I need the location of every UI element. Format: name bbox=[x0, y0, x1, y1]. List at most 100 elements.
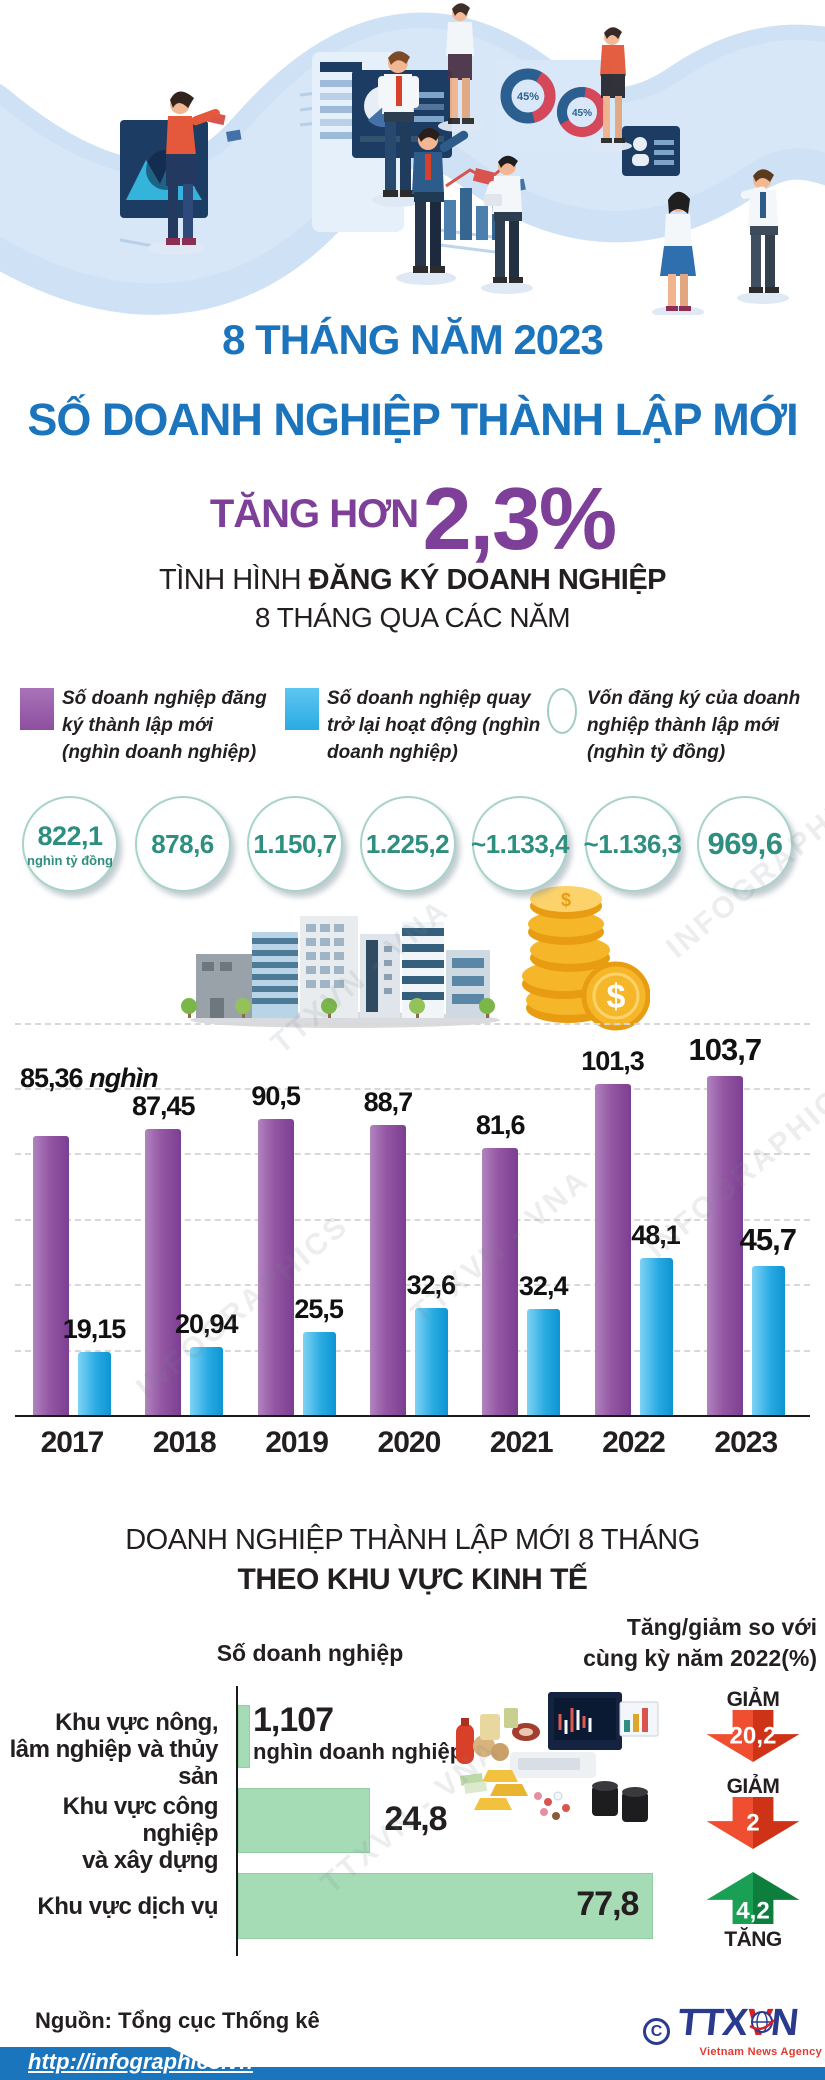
bar-label-new-2023: 103,7 bbox=[688, 1031, 763, 1067]
commodities-illustration bbox=[456, 1692, 659, 1822]
title-line3: TĂNG HƠN 2,3% bbox=[0, 468, 825, 570]
region-label-3: Khu vực dịch vụ bbox=[0, 1893, 228, 1920]
person-woman-top bbox=[438, 3, 482, 132]
change-value: 20,2 bbox=[730, 1722, 777, 1749]
change-column-header: Tăng/giảm so với cùng kỳ năm 2022(%) bbox=[583, 1614, 817, 1672]
ttxvn-logo: TTXVN bbox=[676, 2002, 800, 2045]
legend-swatch-2 bbox=[285, 688, 319, 730]
svg-text:45%: 45% bbox=[572, 108, 592, 119]
region-value-1: 1,107 bbox=[253, 1701, 334, 1739]
bar-new-registered-2017 bbox=[33, 1135, 69, 1415]
person-woman-right-top bbox=[592, 27, 632, 151]
region-value-2: 24,8 bbox=[384, 1799, 447, 1838]
gold-bars-icon bbox=[474, 1770, 528, 1810]
person-man-redtie bbox=[372, 51, 424, 207]
capital-circle-2022: ~1.136,3 bbox=[583, 796, 682, 892]
bar-label-new-2021: 81,6 bbox=[475, 1110, 526, 1141]
bar-new-registered-2023 bbox=[706, 1075, 743, 1415]
bar-label-returned-2019: 25,5 bbox=[294, 1293, 344, 1324]
person-man-tablet bbox=[481, 155, 533, 294]
legend-swatch-1 bbox=[20, 688, 54, 730]
legend-label-1: Số doanh nghiệp đăng ký thành lập mới (n… bbox=[62, 688, 267, 763]
chart-board-icon bbox=[619, 1701, 659, 1737]
svg-text:45%: 45% bbox=[517, 91, 539, 103]
bar-returned-2021 bbox=[527, 1309, 561, 1415]
region-label-2: Khu vực công nghiệp và xây dựng bbox=[0, 1793, 228, 1874]
food-goods-icon bbox=[473, 1708, 540, 1761]
bar-value: 85,36 bbox=[20, 1062, 84, 1093]
bar-label-returned-2020: 32,6 bbox=[406, 1270, 457, 1301]
source-note: Nguồn: Tổng cục Thống kê bbox=[35, 2008, 320, 2033]
arrow-down-icon: 2 bbox=[705, 1797, 801, 1849]
region-label-line: Khu vực công nghiệp bbox=[62, 1793, 219, 1847]
year-label-2018: 2018 bbox=[152, 1426, 217, 1459]
ribbon-highlight bbox=[0, 28, 825, 284]
capital-circle-2023: 969,6 bbox=[697, 796, 793, 892]
bar-new-registered-2021 bbox=[482, 1148, 519, 1415]
capital-circle-2017: 822,1 nghìn tỷ đồng bbox=[22, 796, 118, 892]
coins-icon: $ $ bbox=[522, 886, 650, 1031]
bar-new-registered-2019 bbox=[257, 1119, 294, 1415]
capital-value: 822,1 bbox=[37, 820, 103, 851]
capital-value: 1.150,7 bbox=[253, 828, 337, 859]
legend-label-3: Vốn đăng ký của doanh nghiệp thành lập m… bbox=[587, 688, 801, 763]
person-man-pointing bbox=[396, 127, 469, 285]
region-bar-3 bbox=[238, 1873, 654, 1939]
gridline-120 bbox=[15, 1022, 810, 1025]
gridline-20 bbox=[15, 1349, 810, 1352]
bar-label-returned-2018: 20,94 bbox=[175, 1308, 239, 1339]
capital-circle-2020: 1.225,2 bbox=[359, 796, 456, 892]
title-line2: SỐ DOANH NGHIỆP THÀNH LẬP MỚI bbox=[27, 394, 798, 445]
bar-returned-2019 bbox=[302, 1331, 336, 1415]
capital-value: ~1.136,3 bbox=[583, 828, 682, 859]
region-bar-1 bbox=[238, 1705, 250, 1768]
laptop-icon bbox=[510, 1692, 622, 1778]
region-bar-2 bbox=[238, 1788, 371, 1853]
oil-barrels-icon bbox=[592, 1781, 648, 1822]
section1-subtitle: 8 THÁNG QUA CÁC NĂM bbox=[254, 602, 571, 633]
year-label-2017: 2017 bbox=[40, 1426, 105, 1459]
gridline-80 bbox=[15, 1153, 810, 1156]
panel-id-card bbox=[622, 126, 680, 176]
copyright-icon: C bbox=[643, 2018, 670, 2045]
bar-label-new-2022: 101,3 bbox=[581, 1045, 645, 1076]
region-label-line: Khu vực dịch vụ bbox=[37, 1893, 218, 1920]
person-woman-left bbox=[148, 91, 221, 255]
svg-text:$: $ bbox=[607, 978, 626, 1016]
region-label-1: Khu vực nông, lâm nghiệp và thủy sản bbox=[0, 1709, 228, 1790]
bar-new-registered-2018 bbox=[145, 1129, 182, 1415]
gas-cylinder-icon bbox=[456, 1718, 474, 1764]
bar-label-returned-2017: 19,15 bbox=[62, 1314, 127, 1345]
ttxvn-logo-part1: TTX bbox=[675, 2002, 750, 2044]
bar-new-registered-2022 bbox=[594, 1083, 631, 1415]
capital-value: ~1.133,4 bbox=[471, 828, 569, 859]
region-value-3: 77,8 bbox=[576, 1885, 639, 1923]
section1-title-bold: ĐĂNG KÝ DOANH NGHIỆP bbox=[308, 564, 667, 596]
year-label-2021: 2021 bbox=[489, 1426, 554, 1459]
legend-label-2: Số doanh nghiệp quay trở lại hoạt động (… bbox=[327, 688, 541, 763]
bar-label-new-2018: 87,45 bbox=[132, 1091, 196, 1122]
bar-label-new-2019: 90,5 bbox=[251, 1081, 301, 1112]
region-bar-chart: Số doanh nghiệp Tăng/giảm so với cùng kỳ … bbox=[0, 1600, 825, 2020]
bar-unit-line1: nghìn bbox=[89, 1062, 158, 1093]
capital-value: 878,6 bbox=[151, 828, 214, 859]
footer-ribbon bbox=[0, 2047, 825, 2080]
bar-label-new-2020: 88,7 bbox=[363, 1086, 414, 1117]
coin-front: $ bbox=[581, 961, 650, 1031]
region-value-unit: nghìn doanh nghiệp bbox=[253, 1739, 464, 1764]
bar-label-returned-2022: 48,1 bbox=[631, 1219, 681, 1250]
panel-donut-charts: 45% 45% bbox=[472, 60, 614, 193]
section2-subtitle: THEO KHU VỰC KINH TẾ bbox=[237, 1563, 588, 1596]
change-value: 2 bbox=[746, 1809, 759, 1836]
capital-value: 969,6 bbox=[707, 826, 783, 861]
region-label-line: Khu vực nông, bbox=[55, 1709, 218, 1736]
bar-returned-2018 bbox=[190, 1346, 224, 1415]
globe-icon bbox=[749, 2011, 775, 2033]
infographics-url-link[interactable]: http://infographics.vn bbox=[28, 2049, 253, 2074]
bar-returned-2017 bbox=[78, 1352, 111, 1415]
region-label-line: và xây dựng bbox=[82, 1847, 218, 1874]
bar-returned-2022 bbox=[639, 1257, 673, 1415]
section2-title: DOANH NGHIỆP THÀNH LẬP MỚI 8 THÁNG bbox=[125, 1524, 700, 1556]
